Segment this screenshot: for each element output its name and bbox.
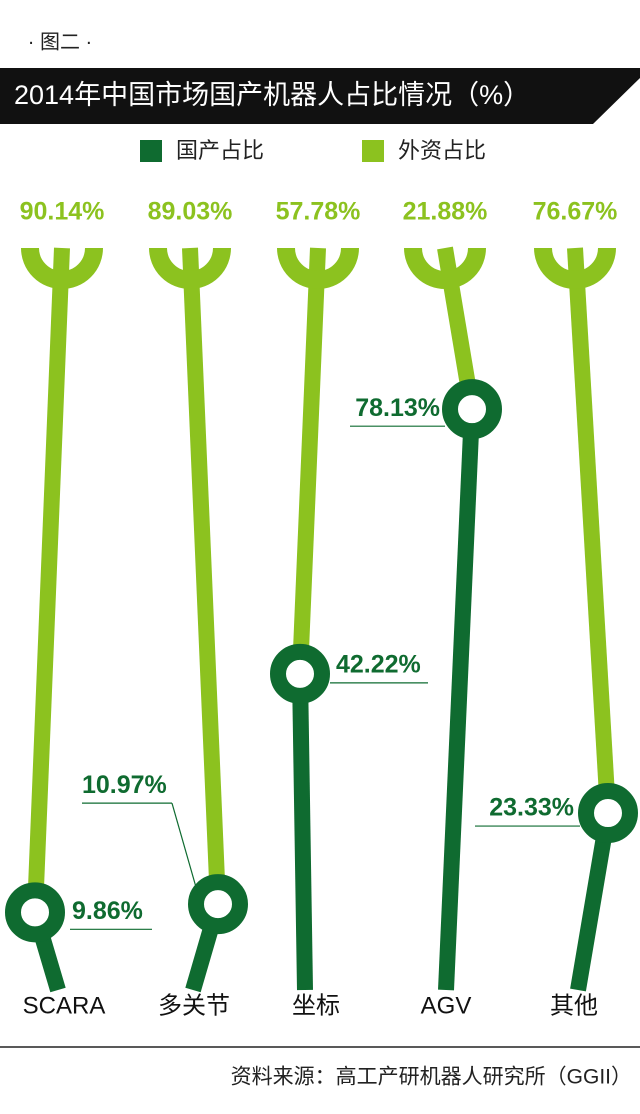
domestic-label: 42.22% xyxy=(336,650,421,678)
domestic-label: 23.33% xyxy=(489,794,574,822)
x-tick-label: AGV xyxy=(421,992,472,1019)
foreign-label: 90.14% xyxy=(20,198,105,226)
foreign-bar xyxy=(182,247,226,905)
top-ring xyxy=(404,247,486,289)
top-ring xyxy=(534,247,616,289)
foreign-bar xyxy=(567,247,616,814)
legend-label: 国产占比 xyxy=(176,138,264,163)
foreign-bar xyxy=(292,247,326,675)
split-ring xyxy=(578,783,638,844)
x-tick-label: 其他 xyxy=(550,992,598,1019)
source: 资料来源：高工产研机器人研究所（GGII） xyxy=(231,1066,632,1089)
x-tick-label: 多关节 xyxy=(158,992,230,1019)
chart-title: 2014年中国市场国产机器人占比情况（%） xyxy=(14,80,530,110)
domestic-bar xyxy=(438,408,480,991)
top-ring xyxy=(277,247,359,289)
top-ring xyxy=(149,247,231,289)
title-banner xyxy=(0,68,640,124)
split-ring xyxy=(5,882,65,943)
foreign-label: 57.78% xyxy=(276,198,361,226)
kicker: · 图二 · xyxy=(28,31,92,53)
x-tick-label: 坐标 xyxy=(292,992,340,1019)
legend-swatch xyxy=(362,140,384,162)
domestic-label: 9.86% xyxy=(72,897,143,925)
legend-swatch xyxy=(140,140,162,162)
foreign-label: 21.88% xyxy=(403,198,488,226)
label-leader xyxy=(171,802,199,895)
foreign-label: 89.03% xyxy=(148,198,233,226)
foreign-label: 76.67% xyxy=(533,198,618,226)
foreign-bar xyxy=(27,247,70,913)
domestic-label: 78.13% xyxy=(355,394,440,422)
split-ring xyxy=(270,643,330,704)
legend-label: 外资占比 xyxy=(398,138,486,163)
domestic-label: 10.97% xyxy=(82,771,167,799)
top-ring xyxy=(21,247,103,289)
x-tick-label: SCARA xyxy=(23,992,106,1019)
split-ring xyxy=(442,379,502,440)
domestic-bar xyxy=(292,673,313,991)
split-ring xyxy=(188,874,248,935)
